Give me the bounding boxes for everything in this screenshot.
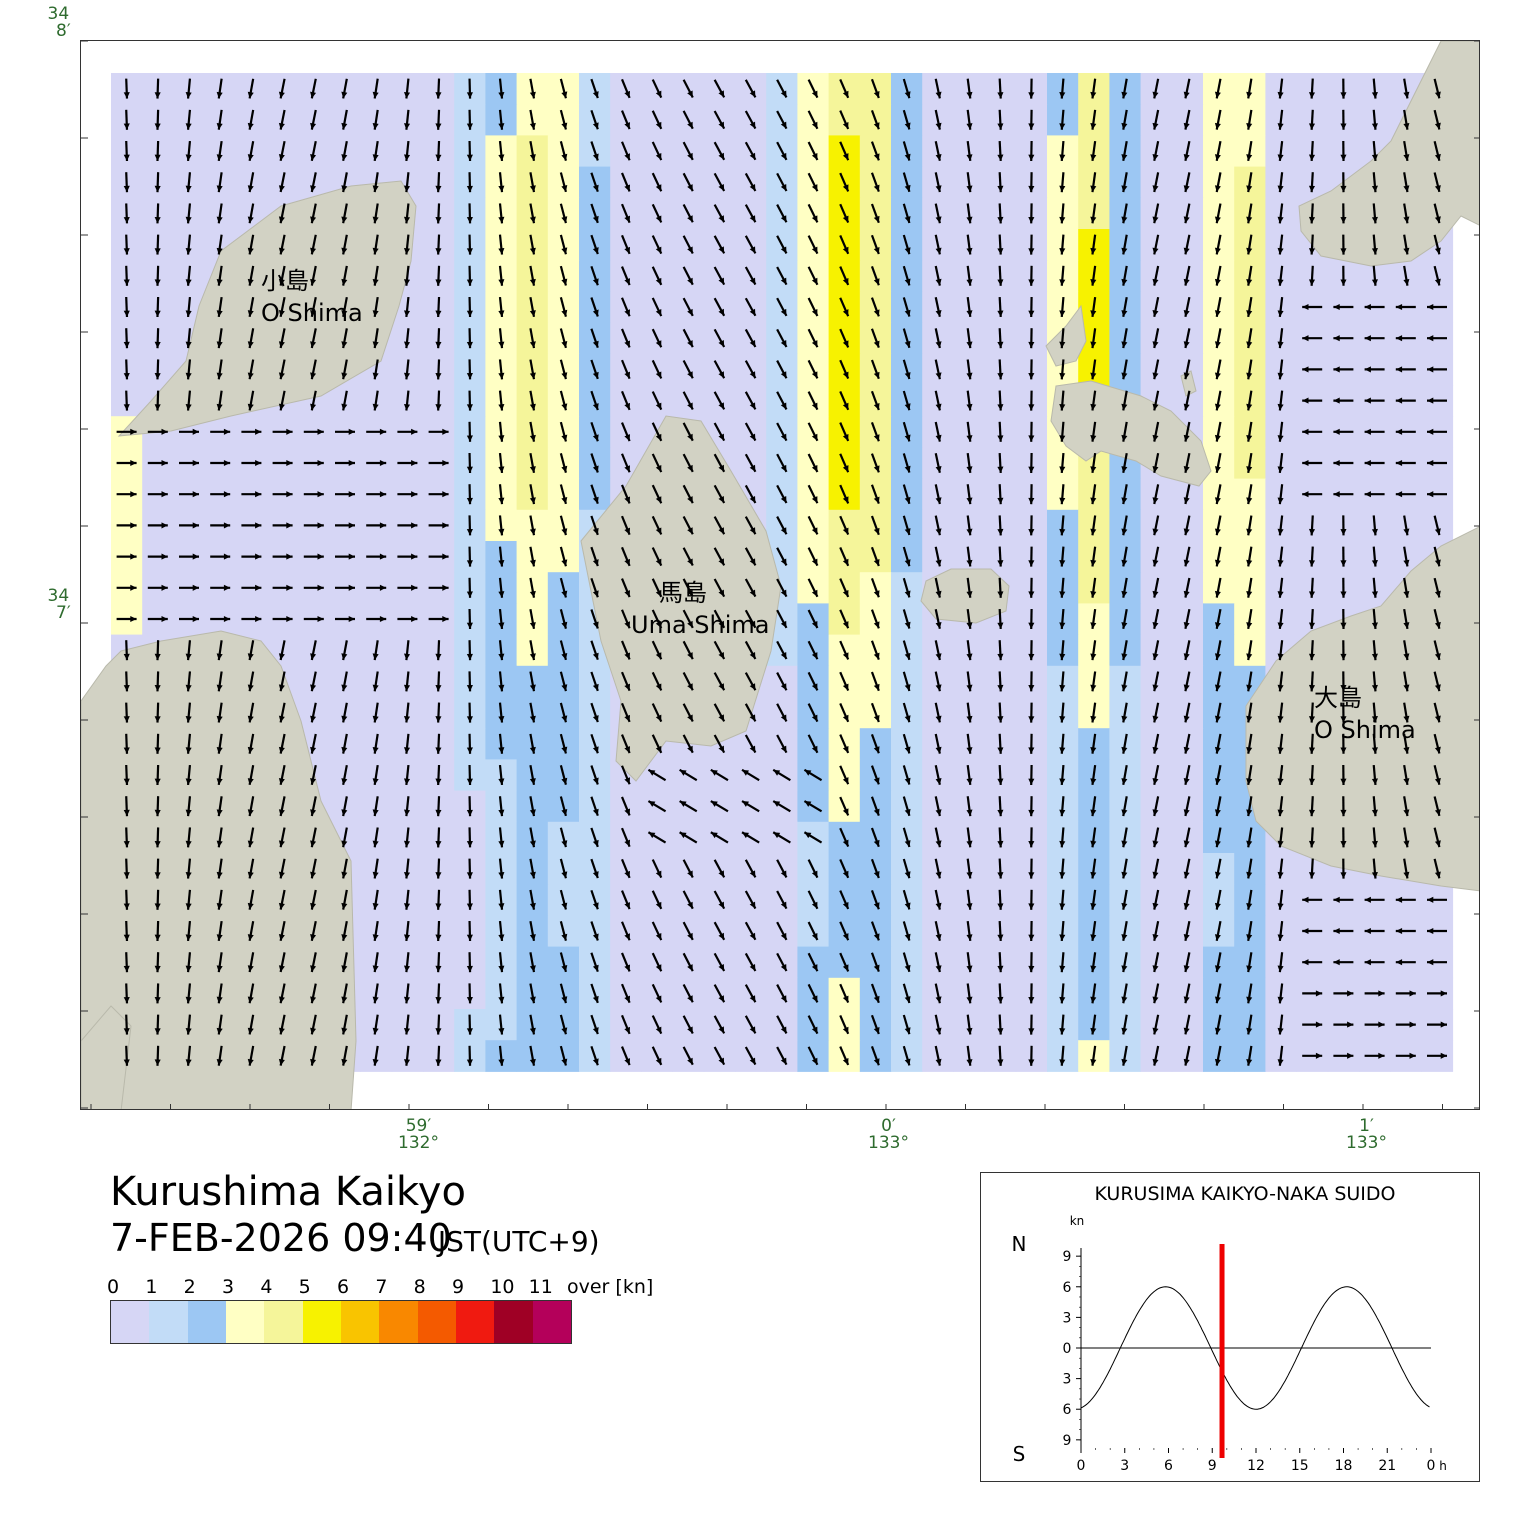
tide-x-tick: 0 [1077,1458,1086,1474]
tide-x-tick: 0 [1427,1458,1436,1474]
tide-x-tick: 18 [1335,1458,1353,1474]
current-map: 小島 O Shima 馬島 Uma Shima 大島 O Shima [80,40,1480,1110]
map-title: Kurushima Kaikyo [110,1169,466,1215]
timezone: JST(UTC+9) [437,1225,600,1258]
lon-label-59: 59′ 132° [398,1116,439,1153]
lat-label-top: 34 8′ [47,4,71,41]
tide-x-unit: h [1439,1459,1447,1473]
legend-label: 10 [490,1276,515,1298]
tide-curve [1080,1286,1430,1410]
tide-x-tick: 12 [1247,1458,1265,1474]
tide-north-label: N [1012,1232,1027,1256]
land-masses [81,41,1479,1109]
tide-y-tick: 9 [1063,1249,1072,1265]
tide-y-tick: 9 [1063,1433,1072,1449]
legend-label: 4 [260,1276,273,1298]
land-island-ne1 [1045,304,1087,367]
legend-label: 7 [375,1276,388,1298]
land-small-island-center [920,568,1010,624]
land-ko-shima [117,180,417,437]
legend-swatch [340,1301,380,1343]
legend-labels: 0 1 2 3 4 5 6 7 8 9 10 11 over [kn] [107,1276,670,1300]
tide-y-tick: 6 [1063,1402,1072,1418]
title-block: Kurushima Kaikyo 7-FEB-2026 09:40JST(UTC… [110,1168,600,1264]
legend-label: 2 [183,1276,196,1298]
tide-y-tick: 0 [1063,1341,1072,1357]
legend-swatch [225,1301,265,1343]
legend-swatch [264,1301,303,1343]
lon-label-0: 0′ 133° [868,1116,909,1153]
tide-x-tick: 21 [1378,1458,1396,1474]
legend-swatch [111,1301,150,1343]
land-uma-shima [580,415,782,782]
land-island-ne2 [1050,380,1212,487]
datetime: 7-FEB-2026 09:40 [110,1216,452,1260]
land-southwest-lower [81,1005,132,1109]
legend-label: 1 [145,1276,158,1298]
tide-unit: kn [1070,1214,1085,1228]
legend-swatch [494,1301,533,1343]
speed-legend [110,1300,572,1344]
legend-swatch [379,1301,418,1343]
tide-y-tick: 3 [1063,1372,1072,1388]
current-map-canvas [81,41,1479,1109]
legend-swatch [149,1301,188,1343]
tide-x-tick: 3 [1120,1458,1129,1474]
land-o-shima [1245,526,1479,892]
legend-label: 9 [452,1276,465,1298]
tide-x-tick: 6 [1164,1458,1173,1474]
legend-swatch [302,1301,341,1343]
legend-swatch [417,1301,456,1343]
current-vectors [116,78,1447,1066]
legend-label: 5 [298,1276,311,1298]
island-label-ko-shima: 小島 O Shima [261,267,363,327]
land-southwest [81,630,357,1109]
island-label-uma-shima: 馬島 Uma Shima [631,579,770,639]
datetime-row: 7-FEB-2026 09:40JST(UTC+9) [110,1216,600,1264]
tide-x-tick: 9 [1208,1458,1217,1474]
legend-swatch [455,1301,495,1343]
tide-chart-title: KURUSIMA KAIKYO-NAKA SUIDO [1094,1183,1396,1205]
legend-label: 11 [528,1276,553,1298]
legend-label: 8 [413,1276,426,1298]
lon-label-1: 1′ 133° [1346,1116,1387,1153]
tide-x-tick: 15 [1291,1458,1309,1474]
legend-swatch [532,1301,571,1343]
legend-label: 3 [222,1276,235,1298]
legend-swatch [187,1301,226,1343]
legend-label: 0 [107,1276,120,1298]
lat-label-mid: 34 7′ [47,586,71,623]
tide-chart: KURUSIMA KAIKYO-NAKA SUIDO kn N S 9 6 3 0 3 6 9 0 3… [980,1172,1480,1482]
tide-y-tick: 6 [1063,1280,1072,1296]
tide-y-tick: 3 [1063,1310,1072,1326]
legend-label: over [kn] [567,1276,654,1298]
island-label-o-shima: 大島 O Shima [1314,684,1416,744]
tide-south-label: S [1013,1442,1026,1466]
legend-label: 6 [337,1276,350,1298]
